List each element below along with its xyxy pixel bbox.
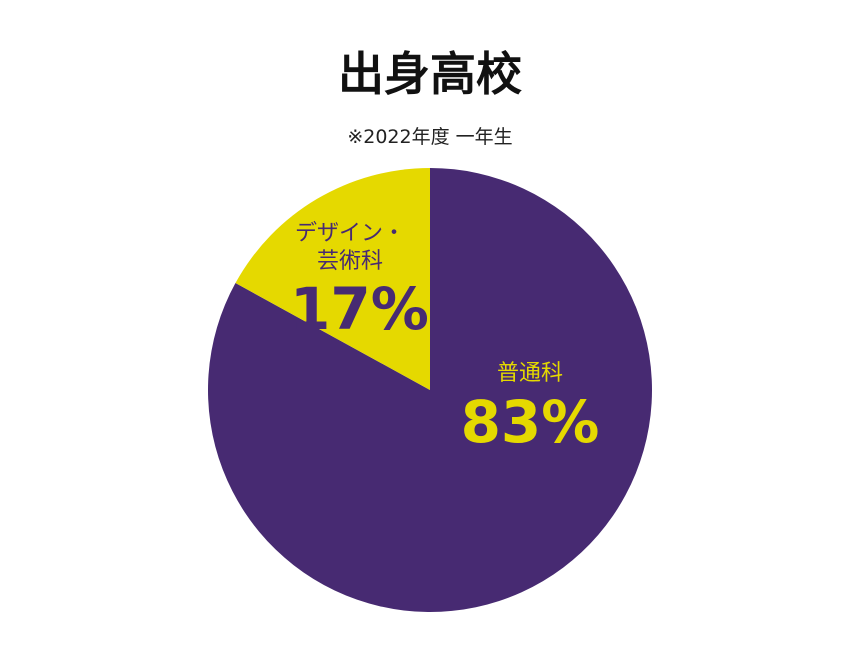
category-label: デザイン・芸術科 [294, 221, 405, 274]
value-label: 17% [290, 275, 429, 343]
category-label: 普通科 [496, 361, 563, 386]
chart-title: 出身高校 [338, 47, 522, 101]
pie-slice [208, 168, 653, 613]
slice-label: 普通科 83% [450, 360, 610, 457]
value-label: 83% [460, 387, 600, 456]
pie-slice [235, 168, 430, 390]
chart-subtitle: ※2022年度 一年生 [347, 126, 513, 148]
slice-label: デザイン・芸術科 17% [290, 220, 429, 345]
